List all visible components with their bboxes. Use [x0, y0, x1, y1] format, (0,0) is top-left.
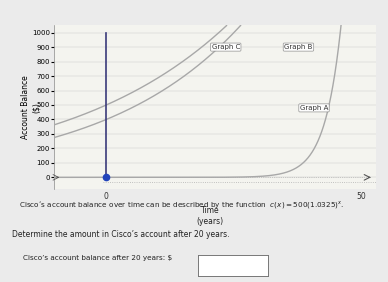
Text: Graph C: Graph C: [211, 44, 240, 50]
Text: 50: 50: [356, 192, 366, 201]
Text: Cisco’s account balance over time can be described by the function  $\mathit{c}(: Cisco’s account balance over time can be…: [19, 199, 345, 210]
Text: Cisco’s account balance after 20 years: $: Cisco’s account balance after 20 years: …: [23, 255, 172, 261]
Text: Time
(years): Time (years): [197, 206, 224, 226]
Text: Graph B: Graph B: [284, 44, 313, 50]
Text: Determine the amount in Cisco’s account after 20 years.: Determine the amount in Cisco’s account …: [12, 230, 229, 239]
Y-axis label: Account Balance
($): Account Balance ($): [21, 75, 40, 139]
Text: 0: 0: [104, 192, 109, 201]
Text: Graph A: Graph A: [300, 105, 328, 111]
